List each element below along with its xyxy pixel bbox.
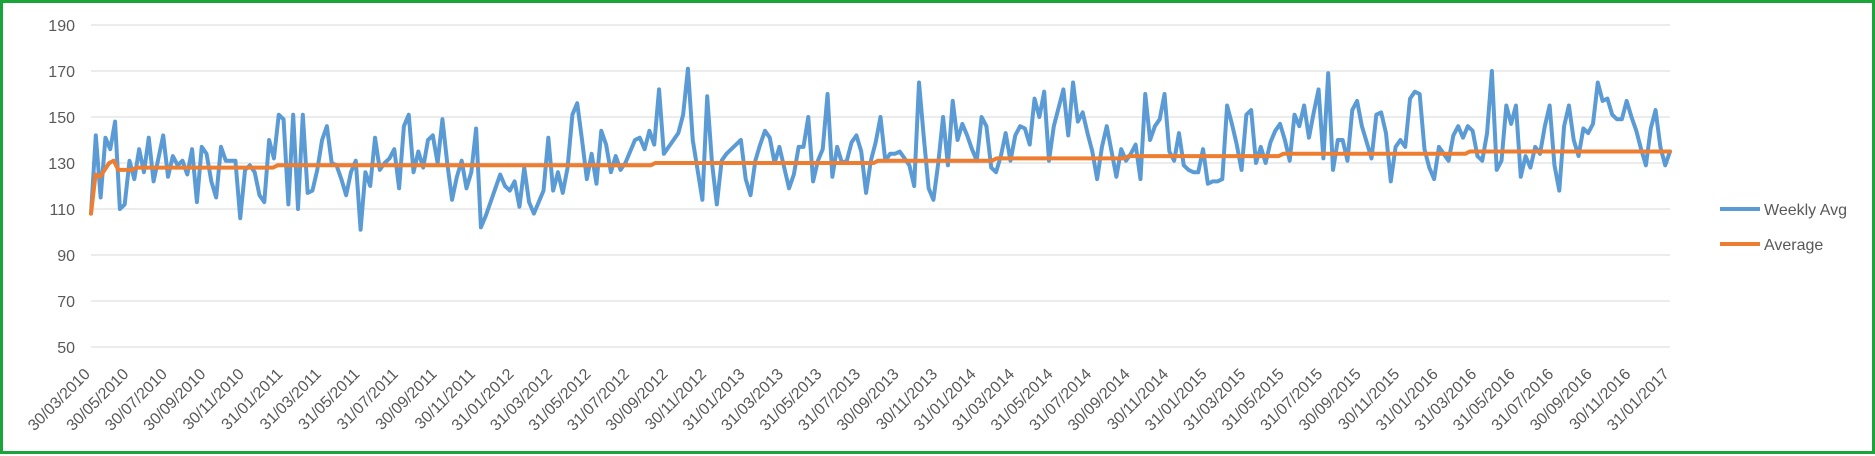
series-lines xyxy=(89,66,1672,232)
legend-label-weekly-avg: Weekly Avg xyxy=(1764,202,1847,219)
gridlines xyxy=(91,24,1670,348)
y-tick-label: 90 xyxy=(57,248,75,265)
y-axis-tick-labels: 50 70 90 110 130 150 170 190 xyxy=(48,18,75,357)
y-tick-label: 110 xyxy=(49,202,75,219)
legend: Weekly Avg Average xyxy=(1720,202,1847,254)
y-tick-label: 70 xyxy=(57,294,75,311)
y-tick-label: 150 xyxy=(48,110,75,127)
y-tick-label: 130 xyxy=(48,156,75,173)
legend-label-average: Average xyxy=(1764,237,1823,254)
series-line-weekly-avg xyxy=(89,66,1672,232)
series-line-average xyxy=(89,149,1672,216)
x-axis-tick-labels: 30/03/201030/05/201030/07/201030/09/2010… xyxy=(25,366,1673,435)
line-chart: 50 70 90 110 130 150 170 190 30/03/201030/05/20… xyxy=(25,18,1847,435)
y-tick-label: 50 xyxy=(57,340,75,357)
y-tick-label: 190 xyxy=(48,18,75,35)
y-tick-label: 170 xyxy=(48,64,75,81)
